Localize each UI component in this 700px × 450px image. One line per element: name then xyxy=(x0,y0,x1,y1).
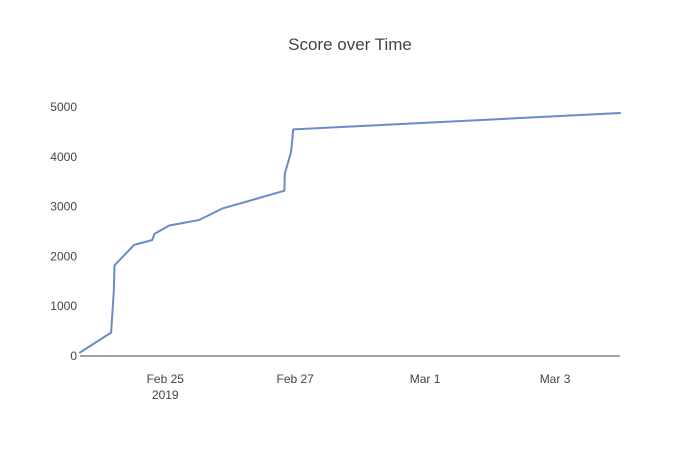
x-tick-sublabel: 2019 xyxy=(152,388,179,402)
y-tick-label: 4000 xyxy=(50,150,77,164)
plot-area xyxy=(79,112,621,354)
x-axis: Feb 25 2019 Feb 27 Mar 1 Mar 3 xyxy=(147,372,571,402)
x-tick-label: Mar 3 xyxy=(540,372,571,386)
x-tick-label: Feb 27 xyxy=(277,372,315,386)
score-series-line xyxy=(79,112,621,354)
y-axis: 0 1000 2000 3000 4000 5000 xyxy=(50,100,77,363)
y-tick-label: 2000 xyxy=(50,249,77,263)
x-tick-label: Feb 25 xyxy=(147,372,185,386)
y-tick-label: 0 xyxy=(70,349,77,363)
y-tick-label: 1000 xyxy=(50,299,77,313)
y-tick-label: 5000 xyxy=(50,100,77,114)
x-tick-label: Mar 1 xyxy=(410,372,441,386)
y-tick-label: 3000 xyxy=(50,200,77,214)
chart-title: Score over Time xyxy=(288,35,412,54)
